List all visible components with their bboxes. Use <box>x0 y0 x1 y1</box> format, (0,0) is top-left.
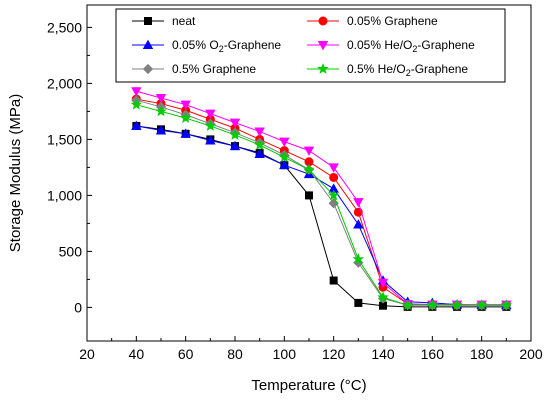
data-point <box>352 253 365 265</box>
x-tick-label: 80 <box>227 346 243 362</box>
x-tick-label: 160 <box>421 346 445 362</box>
data-point <box>303 163 315 175</box>
data-point <box>327 189 340 201</box>
series-0 <box>132 121 511 311</box>
x-tick-label: 40 <box>129 346 145 362</box>
x-tick-label: 100 <box>273 346 297 362</box>
data-point <box>155 93 167 104</box>
legend-marker <box>142 39 154 50</box>
data-point <box>253 138 266 150</box>
series-layer <box>130 87 513 311</box>
data-point <box>303 146 315 156</box>
legend-marker <box>144 16 153 25</box>
data-point <box>131 120 142 130</box>
data-point <box>279 159 290 170</box>
data-point <box>180 100 191 110</box>
x-axis: 20 40 60 80 100 120 140 160 180 200 <box>79 336 543 362</box>
legend-label: neat <box>172 14 196 28</box>
data-point <box>328 163 339 173</box>
data-point <box>401 299 414 311</box>
y-tick-label: 2,500 <box>47 19 82 35</box>
legend-marker <box>318 16 328 26</box>
data-point <box>304 191 313 200</box>
data-point <box>229 118 241 128</box>
legend-item: 0.5% He/O2-Graphene <box>307 62 468 78</box>
legend-item: neat <box>132 14 196 28</box>
legend-item: 0.5% Graphene <box>132 62 256 76</box>
legend-item: 0.05% He/O2-Graphene <box>307 38 475 54</box>
x-tick-label: 200 <box>519 346 543 362</box>
data-point <box>205 109 216 119</box>
data-point <box>353 219 364 229</box>
series-5 <box>130 98 513 311</box>
data-point <box>329 172 339 182</box>
series-line <box>136 104 507 306</box>
data-point <box>204 119 217 131</box>
data-point <box>353 198 364 208</box>
x-tick-label: 180 <box>470 346 494 362</box>
data-point <box>377 291 389 303</box>
legend-label: 0.05% He/O2-Graphene <box>347 38 475 54</box>
data-point <box>131 87 142 97</box>
y-axis-label: Storage Modulus (MPa) <box>7 94 24 252</box>
data-point <box>500 299 513 311</box>
data-point <box>426 299 439 311</box>
series-line <box>136 99 507 306</box>
y-tick-label: 1,000 <box>47 187 82 203</box>
series-4 <box>131 95 512 311</box>
data-point <box>278 151 291 163</box>
series-1 <box>131 94 511 310</box>
data-point <box>254 127 265 137</box>
legend-label: 0.5% Graphene <box>172 62 256 76</box>
series-2 <box>131 120 512 310</box>
data-point <box>475 299 488 311</box>
data-point <box>329 276 338 285</box>
legend-label: 0.05% O2-Graphene <box>172 38 281 54</box>
series-line <box>136 125 507 308</box>
data-point <box>155 105 167 117</box>
y-tick-label: 2,000 <box>47 75 82 91</box>
x-tick-label: 20 <box>79 346 95 362</box>
legend-item: 0.05% Graphene <box>307 14 438 28</box>
legend-marker <box>142 63 154 75</box>
series-line <box>136 98 507 306</box>
data-point <box>354 298 363 307</box>
legend-marker <box>317 40 329 51</box>
data-point <box>229 128 241 140</box>
x-tick-label: 140 <box>371 346 395 362</box>
series-line <box>136 125 507 306</box>
y-tick-label: 500 <box>59 243 83 259</box>
series-line <box>136 90 507 306</box>
data-point <box>229 140 241 151</box>
y-axis: 0 500 1,000 1,500 2,000 2,500 <box>47 19 92 315</box>
y-tick-label: 1,500 <box>47 131 82 147</box>
data-point <box>180 128 191 138</box>
legend-label: 0.5% He/O2-Graphene <box>347 62 468 78</box>
data-point <box>155 125 167 135</box>
legend: neat 0.05% Graphene 0.05% O2-Graphene 0.05%… <box>132 14 475 78</box>
data-point <box>279 137 290 147</box>
data-point <box>205 135 216 145</box>
data-point <box>451 299 463 311</box>
data-point <box>377 278 389 289</box>
legend-label: 0.05% Graphene <box>347 14 438 28</box>
x-axis-label: Temperature (°C) <box>251 377 366 394</box>
data-point <box>254 148 265 158</box>
legend-item: 0.05% O2-Graphene <box>132 38 281 54</box>
x-tick-label: 60 <box>178 346 194 362</box>
x-tick-label: 120 <box>322 346 346 362</box>
legend-marker <box>317 62 329 74</box>
y-tick-label: 0 <box>74 299 82 315</box>
data-point <box>179 112 192 124</box>
data-point <box>130 98 143 110</box>
